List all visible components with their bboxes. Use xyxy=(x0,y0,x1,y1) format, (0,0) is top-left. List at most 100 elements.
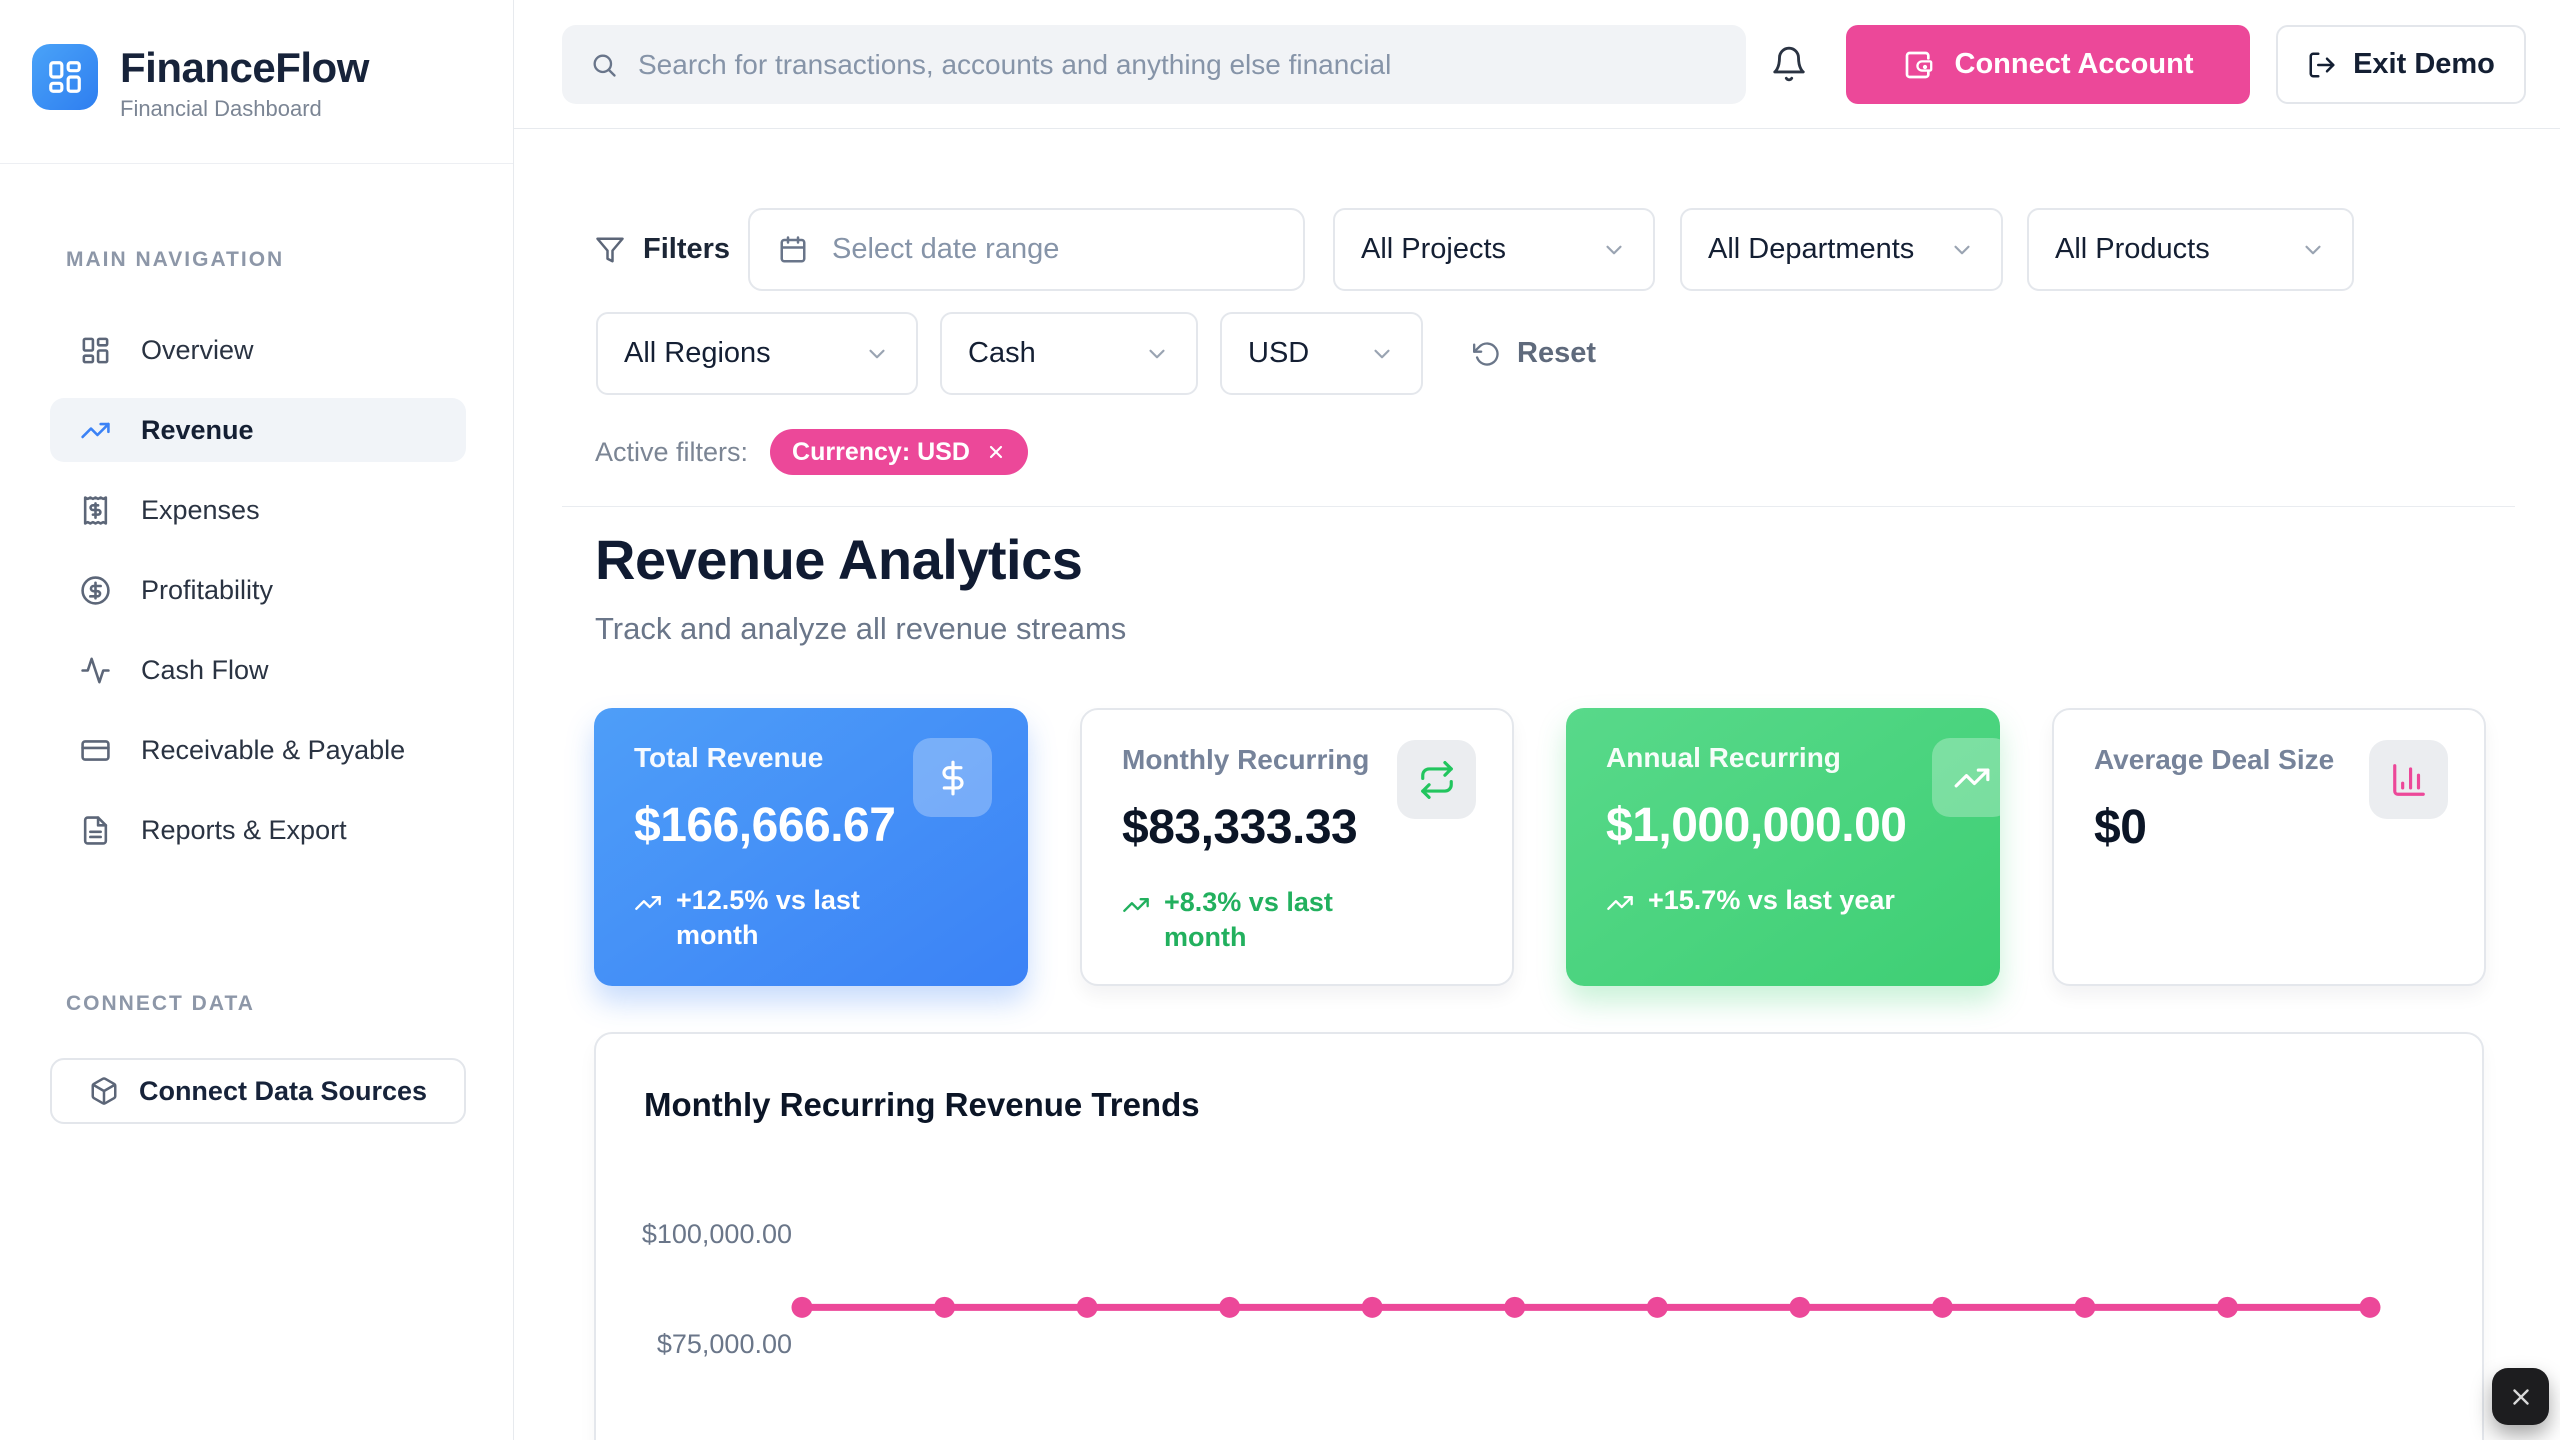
dollar-sign-icon xyxy=(941,760,964,795)
payment-method-dropdown-value: Cash xyxy=(968,337,1036,369)
credit-card-icon xyxy=(81,739,110,761)
app-tagline: Financial Dashboard xyxy=(120,96,322,121)
circle-dollar-icon xyxy=(81,575,110,605)
bell-icon xyxy=(1773,46,1805,82)
metric-card-total-revenue: Total Revenue $166,666.67 +12.5% vs last… xyxy=(594,708,1028,986)
notifications-button[interactable] xyxy=(1766,41,1812,87)
sidebar-item-label: Receivable & Payable xyxy=(141,734,406,765)
trending-up-icon xyxy=(635,896,661,910)
chevron-down-icon xyxy=(1954,245,1970,254)
currency-filter-chip-label: Currency: USD xyxy=(792,437,970,466)
payment-method-dropdown[interactable]: Cash xyxy=(940,312,1198,395)
wallet-icon xyxy=(1905,51,1932,78)
products-dropdown[interactable]: All Products xyxy=(2027,208,2354,291)
chevron-down-icon xyxy=(2305,245,2321,254)
search-input[interactable] xyxy=(638,48,1718,81)
metric-cards: Total Revenue $166,666.67 +12.5% vs last… xyxy=(594,708,2486,986)
sidebar-item-label: Revenue xyxy=(141,414,254,445)
metric-card-annual-recurring: Annual Recurring $1,000,000.00 +15.7% vs… xyxy=(1566,708,2000,986)
svg-text:$75,000.00: $75,000.00 xyxy=(657,1329,792,1359)
sidebar-item-label: Profitability xyxy=(141,574,274,605)
filters-caption: Filters xyxy=(595,208,730,291)
global-search[interactable] xyxy=(562,25,1746,104)
section-divider xyxy=(562,506,2515,507)
main-navigation: Overview Revenue Expenses Profitability … xyxy=(50,318,466,862)
sidebar-item-receivable-payable[interactable]: Receivable & Payable xyxy=(50,718,466,782)
connect-account-button[interactable]: Connect Account xyxy=(1846,25,2250,104)
metric-trend: +15.7% vs last year xyxy=(1606,883,1960,918)
metric-label: Monthly Recurring xyxy=(1122,744,1370,775)
main-content: Filters Select date range All Projects A… xyxy=(514,129,2560,1440)
trending-up-icon xyxy=(81,422,110,438)
metric-card-average-deal-size: Average Deal Size $0 xyxy=(2052,708,2486,986)
close-icon xyxy=(2512,1388,2529,1405)
mrr-chart-svg: $100,000.00$75,000.00$50,000.00 xyxy=(642,1219,2381,1440)
sidebar-item-revenue[interactable]: Revenue xyxy=(50,398,466,462)
trending-up-icon xyxy=(1123,898,1149,912)
metric-trend-text: +12.5% vs last month xyxy=(676,885,860,951)
metric-trend: +8.3% vs last month xyxy=(1122,885,1472,955)
sidebar-item-expenses[interactable]: Expenses xyxy=(50,478,466,542)
currency-filter-chip[interactable]: Currency: USD xyxy=(770,429,1028,475)
sidebar-item-overview[interactable]: Overview xyxy=(50,318,466,382)
metric-value: $1,000,000.00 xyxy=(1606,799,1907,852)
connect-data-sources-label: Connect Data Sources xyxy=(138,1075,428,1106)
date-range-placeholder: Select date range xyxy=(832,233,1060,265)
connect-data-sources-button[interactable]: Connect Data Sources xyxy=(50,1058,466,1124)
projects-dropdown[interactable]: All Projects xyxy=(1333,208,1655,291)
trending-up-icon xyxy=(1607,896,1633,910)
metric-label: Annual Recurring xyxy=(1606,742,1841,773)
search-icon xyxy=(593,54,616,77)
filters-row-2: All Regions Cash USD Reset xyxy=(595,312,2515,395)
metric-trend: +12.5% vs last month xyxy=(634,883,988,953)
date-range-input[interactable]: Select date range xyxy=(748,208,1305,291)
connect-account-label: Connect Account xyxy=(1954,48,2194,80)
filter-funnel-icon xyxy=(596,237,624,262)
layout-grid-icon xyxy=(49,61,81,93)
mrr-trends-chart-card: Monthly Recurring Revenue Trends $100,00… xyxy=(594,1032,2484,1440)
activity-icon xyxy=(81,657,110,683)
metric-icon-badge xyxy=(1397,740,1476,819)
app-logo: FinanceFlow Financial Dashboard xyxy=(0,0,513,164)
departments-dropdown[interactable]: All Departments xyxy=(1680,208,2003,291)
chart-title: Monthly Recurring Revenue Trends xyxy=(644,1086,1200,1123)
app-title: FinanceFlow xyxy=(120,44,369,91)
currency-dropdown-value: USD xyxy=(1248,337,1310,369)
close-widget-button[interactable] xyxy=(2492,1368,2549,1425)
regions-dropdown-value: All Regions xyxy=(624,337,771,369)
filters-row-1: Filters Select date range All Projects A… xyxy=(595,208,2515,291)
file-text-icon xyxy=(83,815,108,845)
sidebar-item-label: Reports & Export xyxy=(141,814,347,845)
projects-dropdown-value: All Projects xyxy=(1361,233,1507,265)
sidebar-item-reports-export[interactable]: Reports & Export xyxy=(50,798,466,862)
log-out-icon xyxy=(2309,52,2335,77)
sidebar-item-profitability[interactable]: Profitability xyxy=(50,558,466,622)
active-filters: Active filters: Currency: USD xyxy=(595,429,1028,475)
receipt-icon xyxy=(83,495,108,525)
metric-label: Total Revenue xyxy=(634,742,824,773)
chevron-down-icon xyxy=(1606,245,1622,254)
metric-value: $83,333.33 xyxy=(1122,801,1358,854)
metric-label: Average Deal Size xyxy=(2094,744,2335,775)
sidebar-item-cash-flow[interactable]: Cash Flow xyxy=(50,638,466,702)
nav-section-title: MAIN NAVIGATION xyxy=(66,248,285,271)
sidebar-item-label: Overview xyxy=(141,334,254,365)
regions-dropdown[interactable]: All Regions xyxy=(596,312,918,395)
metric-value: $0 xyxy=(2094,801,2147,854)
metric-icon-badge xyxy=(1932,738,2000,817)
exit-demo-button[interactable]: Exit Demo xyxy=(2276,25,2526,104)
page-subtitle: Track and analyze all revenue streams xyxy=(595,611,1127,646)
reset-label: Reset xyxy=(1517,337,1596,369)
filters-label: Filters xyxy=(643,233,731,265)
repeat-icon xyxy=(1420,760,1453,799)
close-icon xyxy=(989,445,1002,459)
products-dropdown-value: All Products xyxy=(2055,233,2210,265)
departments-dropdown-value: All Departments xyxy=(1708,233,1915,265)
connect-section-title: CONNECT DATA xyxy=(66,992,255,1015)
chevron-down-icon xyxy=(869,349,885,358)
reset-filters-button[interactable]: Reset xyxy=(1473,312,1596,395)
metric-trend-text: +8.3% vs last month xyxy=(1164,887,1333,953)
currency-dropdown[interactable]: USD xyxy=(1220,312,1423,395)
trending-up-icon xyxy=(1954,768,1989,787)
app-logo-icon xyxy=(32,44,98,110)
